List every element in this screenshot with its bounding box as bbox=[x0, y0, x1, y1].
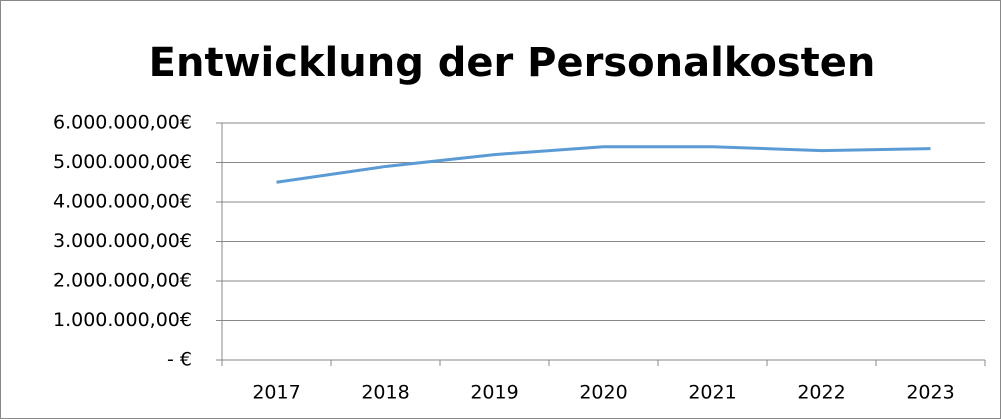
y-tick-label: 1.000.000,00€ bbox=[53, 309, 192, 331]
x-tick-label: 2022 bbox=[797, 382, 845, 404]
y-tick-label: 3.000.000,00€ bbox=[53, 230, 192, 252]
y-tick-label: - € bbox=[167, 349, 192, 371]
data-line bbox=[276, 145, 931, 184]
y-tick-label: 5.000.000,00€ bbox=[53, 151, 192, 173]
y-tick-label: 4.000.000,00€ bbox=[53, 191, 192, 213]
x-tick-label: 2021 bbox=[688, 382, 736, 404]
x-tick-label: 2020 bbox=[579, 382, 627, 404]
x-tick-label: 2019 bbox=[470, 382, 518, 404]
chart-title: Entwicklung der Personalkosten bbox=[149, 40, 876, 86]
y-tick-label: 2.000.000,00€ bbox=[53, 270, 192, 292]
x-tick-label: 2017 bbox=[252, 382, 300, 404]
y-tick-label: 6.000.000,00€ bbox=[53, 112, 192, 134]
x-tick-label: 2023 bbox=[906, 382, 954, 404]
x-tick-label: 2018 bbox=[361, 382, 409, 404]
